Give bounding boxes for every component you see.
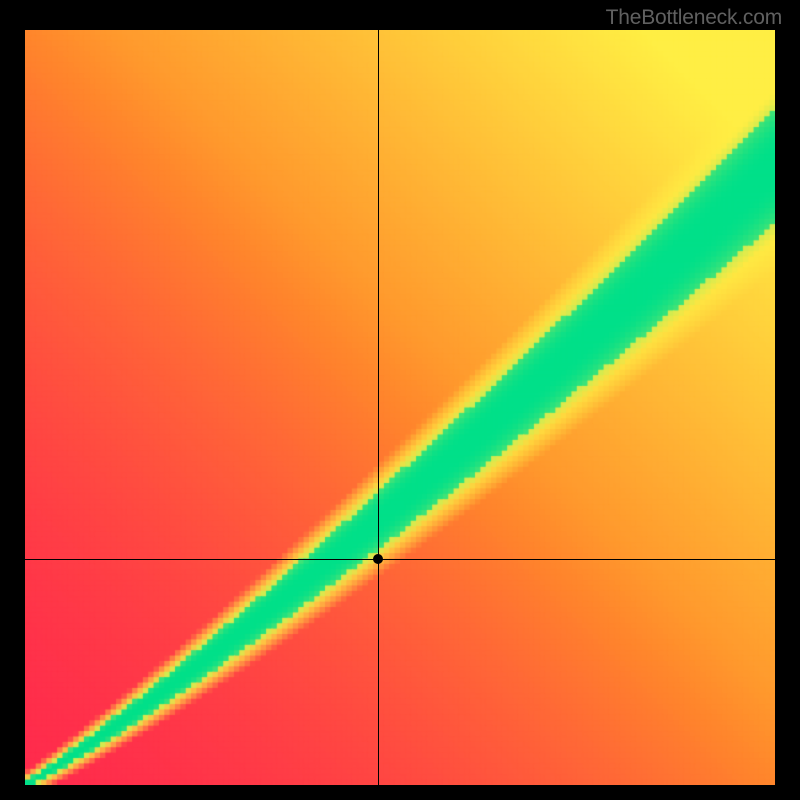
watermark-text: TheBottleneck.com bbox=[606, 6, 782, 30]
crosshair-horizontal bbox=[25, 559, 775, 560]
heatmap-plot bbox=[25, 30, 775, 785]
outer-frame: TheBottleneck.com bbox=[0, 0, 800, 800]
heatmap-canvas bbox=[25, 30, 775, 785]
target-point bbox=[373, 554, 383, 564]
crosshair-vertical bbox=[378, 30, 379, 785]
